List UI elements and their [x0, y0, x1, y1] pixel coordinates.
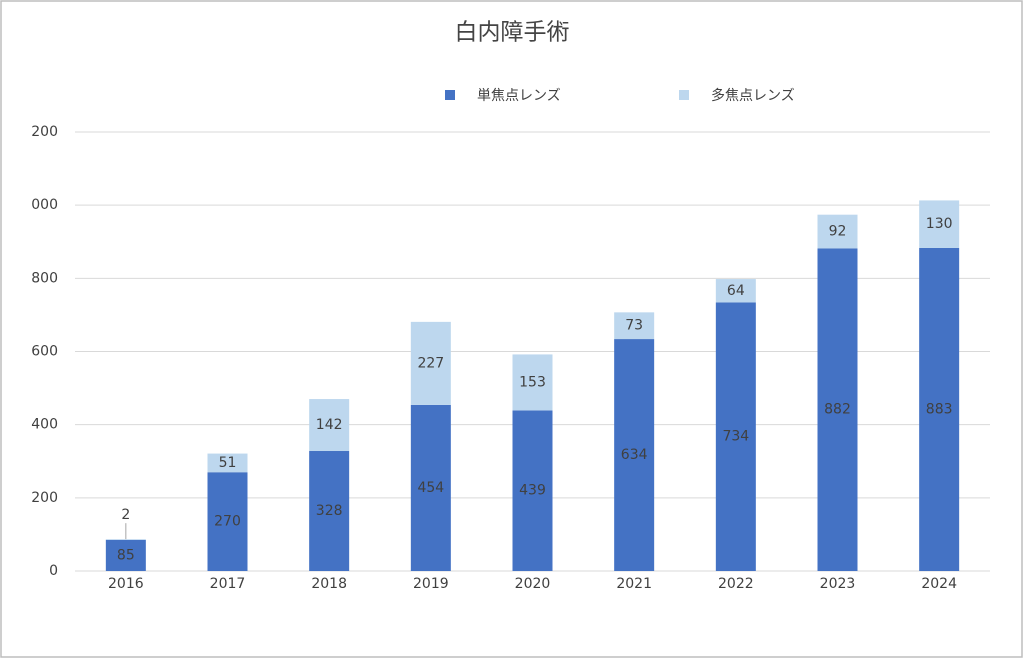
data-label: 734: [722, 429, 749, 445]
data-label: 130: [926, 216, 953, 232]
bar-segment: [817, 214, 858, 249]
bar-segment: [614, 339, 655, 571]
data-label: 328: [316, 503, 343, 519]
bar-segment: [919, 200, 960, 248]
chart-title: 白内障手術: [455, 20, 570, 46]
x-tick-label: 2022: [718, 576, 754, 592]
data-label: 92: [829, 224, 847, 240]
x-tick-label: 2018: [311, 576, 347, 592]
x-tick-label: 2024: [921, 576, 957, 592]
y-tick-label: 200: [31, 490, 58, 506]
y-tick-label: 600: [31, 344, 58, 360]
x-tick-label: 2017: [210, 576, 246, 592]
y-tick-label: 0: [49, 563, 58, 579]
legend-label: 多焦点レンズ: [711, 87, 795, 104]
y-tick-label: 800: [31, 270, 58, 286]
bar-segment: [614, 312, 655, 340]
bar-segment: [512, 354, 553, 411]
bar-segment: [309, 451, 350, 571]
legend-marker: [679, 90, 689, 100]
data-label: 454: [417, 480, 444, 496]
data-label: 270: [214, 514, 241, 530]
bar-segment: [410, 404, 451, 571]
y-tick-label: 000: [31, 197, 58, 213]
x-tick-label: 2023: [820, 576, 856, 592]
bar-segment: [309, 399, 350, 452]
y-tick-label: 200: [31, 124, 58, 140]
bar-segment: [715, 302, 756, 571]
legend-label: 単焦点レンズ: [477, 88, 561, 104]
x-tick-label: 2021: [616, 576, 652, 592]
data-label: 51: [219, 455, 237, 471]
data-label: 73: [625, 318, 643, 334]
data-label: 2: [121, 507, 130, 523]
bar-segment: [410, 321, 451, 405]
data-label: 142: [316, 417, 343, 433]
bar-segment: [207, 453, 248, 473]
data-label: 883: [926, 401, 953, 417]
bar-segment: [105, 539, 146, 571]
bar-segment: [105, 539, 146, 540]
data-label: 85: [117, 547, 135, 563]
data-label: 64: [727, 283, 745, 299]
data-label: 882: [824, 402, 851, 418]
legend-marker: [445, 90, 455, 100]
bar-segment: [919, 247, 960, 571]
bar-segment: [817, 248, 858, 571]
x-tick-label: 2019: [413, 576, 449, 592]
data-label: 634: [621, 447, 648, 463]
x-tick-label: 2020: [515, 576, 551, 592]
bar-segment: [207, 472, 248, 571]
y-tick-label: 400: [31, 417, 58, 433]
data-label: 227: [417, 355, 444, 371]
data-label: 153: [519, 374, 546, 390]
bar-segment: [715, 279, 756, 303]
x-tick-label: 2016: [108, 576, 144, 592]
bar-segment: [512, 410, 553, 571]
data-label: 439: [519, 483, 546, 499]
